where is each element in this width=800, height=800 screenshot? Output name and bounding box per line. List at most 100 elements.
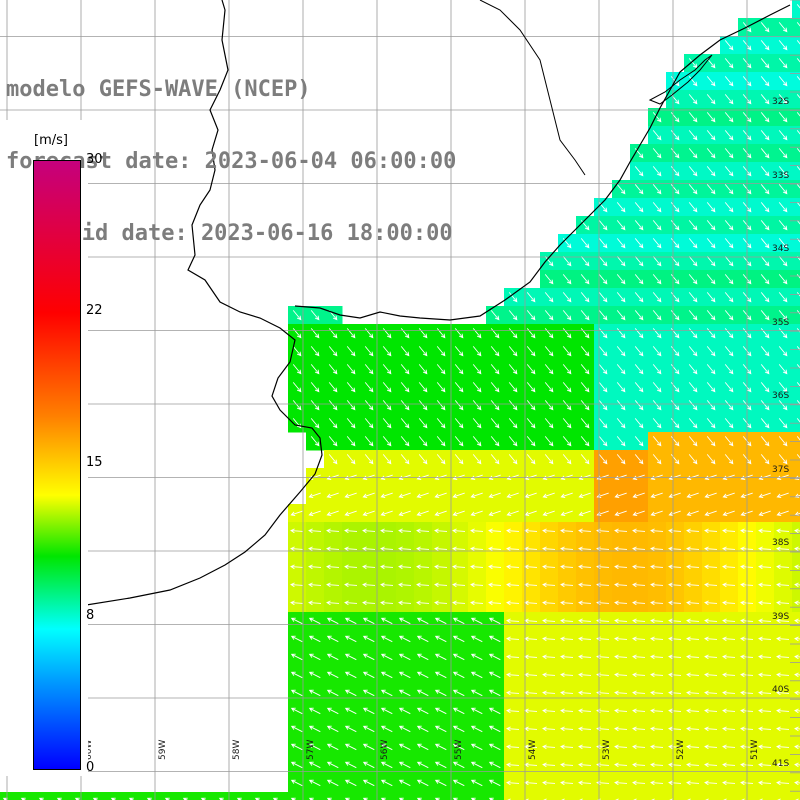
- wind-arrow: [634, 184, 644, 195]
- wind-arrow: [470, 761, 483, 769]
- wind-arrow: [670, 328, 680, 339]
- wind-arrow: [92, 797, 99, 800]
- wind-arrow: [380, 582, 394, 588]
- wind-arrow: [290, 779, 303, 787]
- wind-cell: [486, 792, 505, 800]
- wind-arrow: [560, 672, 574, 678]
- wind-cell: [288, 792, 307, 800]
- wind-arrow: [308, 582, 322, 588]
- wind-arrow: [634, 238, 644, 249]
- wind-arrow: [418, 364, 428, 375]
- wind-arrow: [470, 707, 483, 715]
- wind-arrow: [706, 418, 716, 429]
- wind-arrow: [632, 654, 646, 660]
- wind-arrow: [308, 671, 321, 679]
- lagoon-outline: [648, 54, 713, 105]
- wind-arrow: [434, 492, 447, 499]
- wind-arrow: [562, 256, 572, 267]
- wind-cell: [324, 792, 343, 800]
- wind-arrow: [146, 797, 153, 800]
- wind-arrow: [778, 292, 788, 303]
- wind-cell: [792, 54, 800, 73]
- wind-arrow: [506, 726, 520, 732]
- wind-arrow: [382, 382, 392, 393]
- wind-cell: [792, 108, 800, 127]
- wind-arrow: [760, 346, 770, 357]
- wind-arrow: [380, 546, 394, 552]
- wind-arrow: [632, 564, 646, 570]
- wind-cell: [792, 504, 800, 523]
- wind-arrow: [380, 671, 393, 679]
- wind-arrow: [794, 564, 800, 570]
- wind-arrow: [778, 166, 788, 177]
- wind-arrow: [362, 474, 375, 481]
- wind-arrow: [650, 690, 664, 696]
- longitude-label: 59W: [158, 739, 168, 760]
- wind-arrow: [508, 292, 518, 303]
- wind-arrow: [688, 148, 698, 159]
- wind-arrow: [650, 510, 663, 517]
- wind-arrow: [794, 582, 800, 588]
- wind-arrow: [704, 474, 717, 481]
- wind-arrow: [472, 418, 482, 429]
- wind-arrow: [650, 636, 664, 642]
- wind-arrow: [776, 636, 790, 642]
- wind-arrow: [382, 364, 392, 375]
- wind-arrow: [724, 76, 734, 87]
- wind-arrow: [668, 582, 682, 588]
- wind-arrow: [794, 762, 800, 768]
- wind-cell: [0, 792, 19, 800]
- longitude-label: 54W: [528, 739, 538, 760]
- wind-arrow: [326, 797, 333, 800]
- wind-arrow: [364, 436, 374, 447]
- wind-cell: [792, 288, 800, 307]
- wind-arrow: [506, 600, 520, 606]
- wind-arrow: [364, 328, 374, 339]
- wind-arrow: [382, 454, 392, 465]
- wind-arrow: [668, 474, 681, 481]
- wind-arrow: [416, 528, 430, 534]
- wind-arrow: [758, 510, 771, 517]
- wind-arrow: [580, 238, 590, 249]
- wind-arrow: [326, 689, 339, 697]
- wind-arrow: [778, 58, 788, 69]
- wind-cell: [792, 378, 800, 397]
- wind-arrow: [452, 546, 466, 552]
- wind-arrow: [488, 707, 501, 715]
- wind-arrow: [506, 510, 519, 517]
- wind-arrow: [670, 256, 680, 267]
- wind-arrow: [723, 798, 727, 800]
- wind-arrow: [652, 184, 662, 195]
- wind-arrow: [614, 492, 627, 499]
- wind-arrow: [614, 618, 628, 624]
- wind-arrow: [724, 148, 734, 159]
- wind-arrow: [670, 454, 680, 465]
- wind-arrow: [688, 274, 698, 285]
- wind-arrow: [668, 654, 682, 660]
- wind-arrow: [688, 436, 698, 447]
- wind-arrow: [634, 292, 644, 303]
- wind-arrow: [506, 672, 520, 678]
- wind-arrow: [724, 382, 734, 393]
- wind-arrow: [778, 274, 788, 285]
- wind-arrow: [670, 418, 680, 429]
- longitude-label: 58W: [232, 739, 242, 760]
- wind-arrow: [272, 797, 279, 800]
- wind-cell: [270, 792, 289, 800]
- wind-arrow: [452, 797, 459, 800]
- wind-arrow: [616, 400, 626, 411]
- wind-arrow: [364, 418, 374, 429]
- wind-arrow: [578, 636, 592, 642]
- wind-arrow: [704, 492, 717, 499]
- wind-arrow: [434, 689, 447, 697]
- wind-arrow: [328, 400, 338, 411]
- wind-cell: [792, 144, 800, 163]
- wind-arrow: [722, 546, 736, 552]
- wind-arrow: [668, 618, 682, 624]
- latitude-label: 40S: [772, 685, 790, 695]
- wind-arrow: [686, 762, 700, 768]
- wind-arrow: [434, 582, 448, 588]
- wind-arrow: [614, 690, 628, 696]
- wind-arrow: [776, 690, 790, 696]
- wind-arrow: [724, 220, 734, 231]
